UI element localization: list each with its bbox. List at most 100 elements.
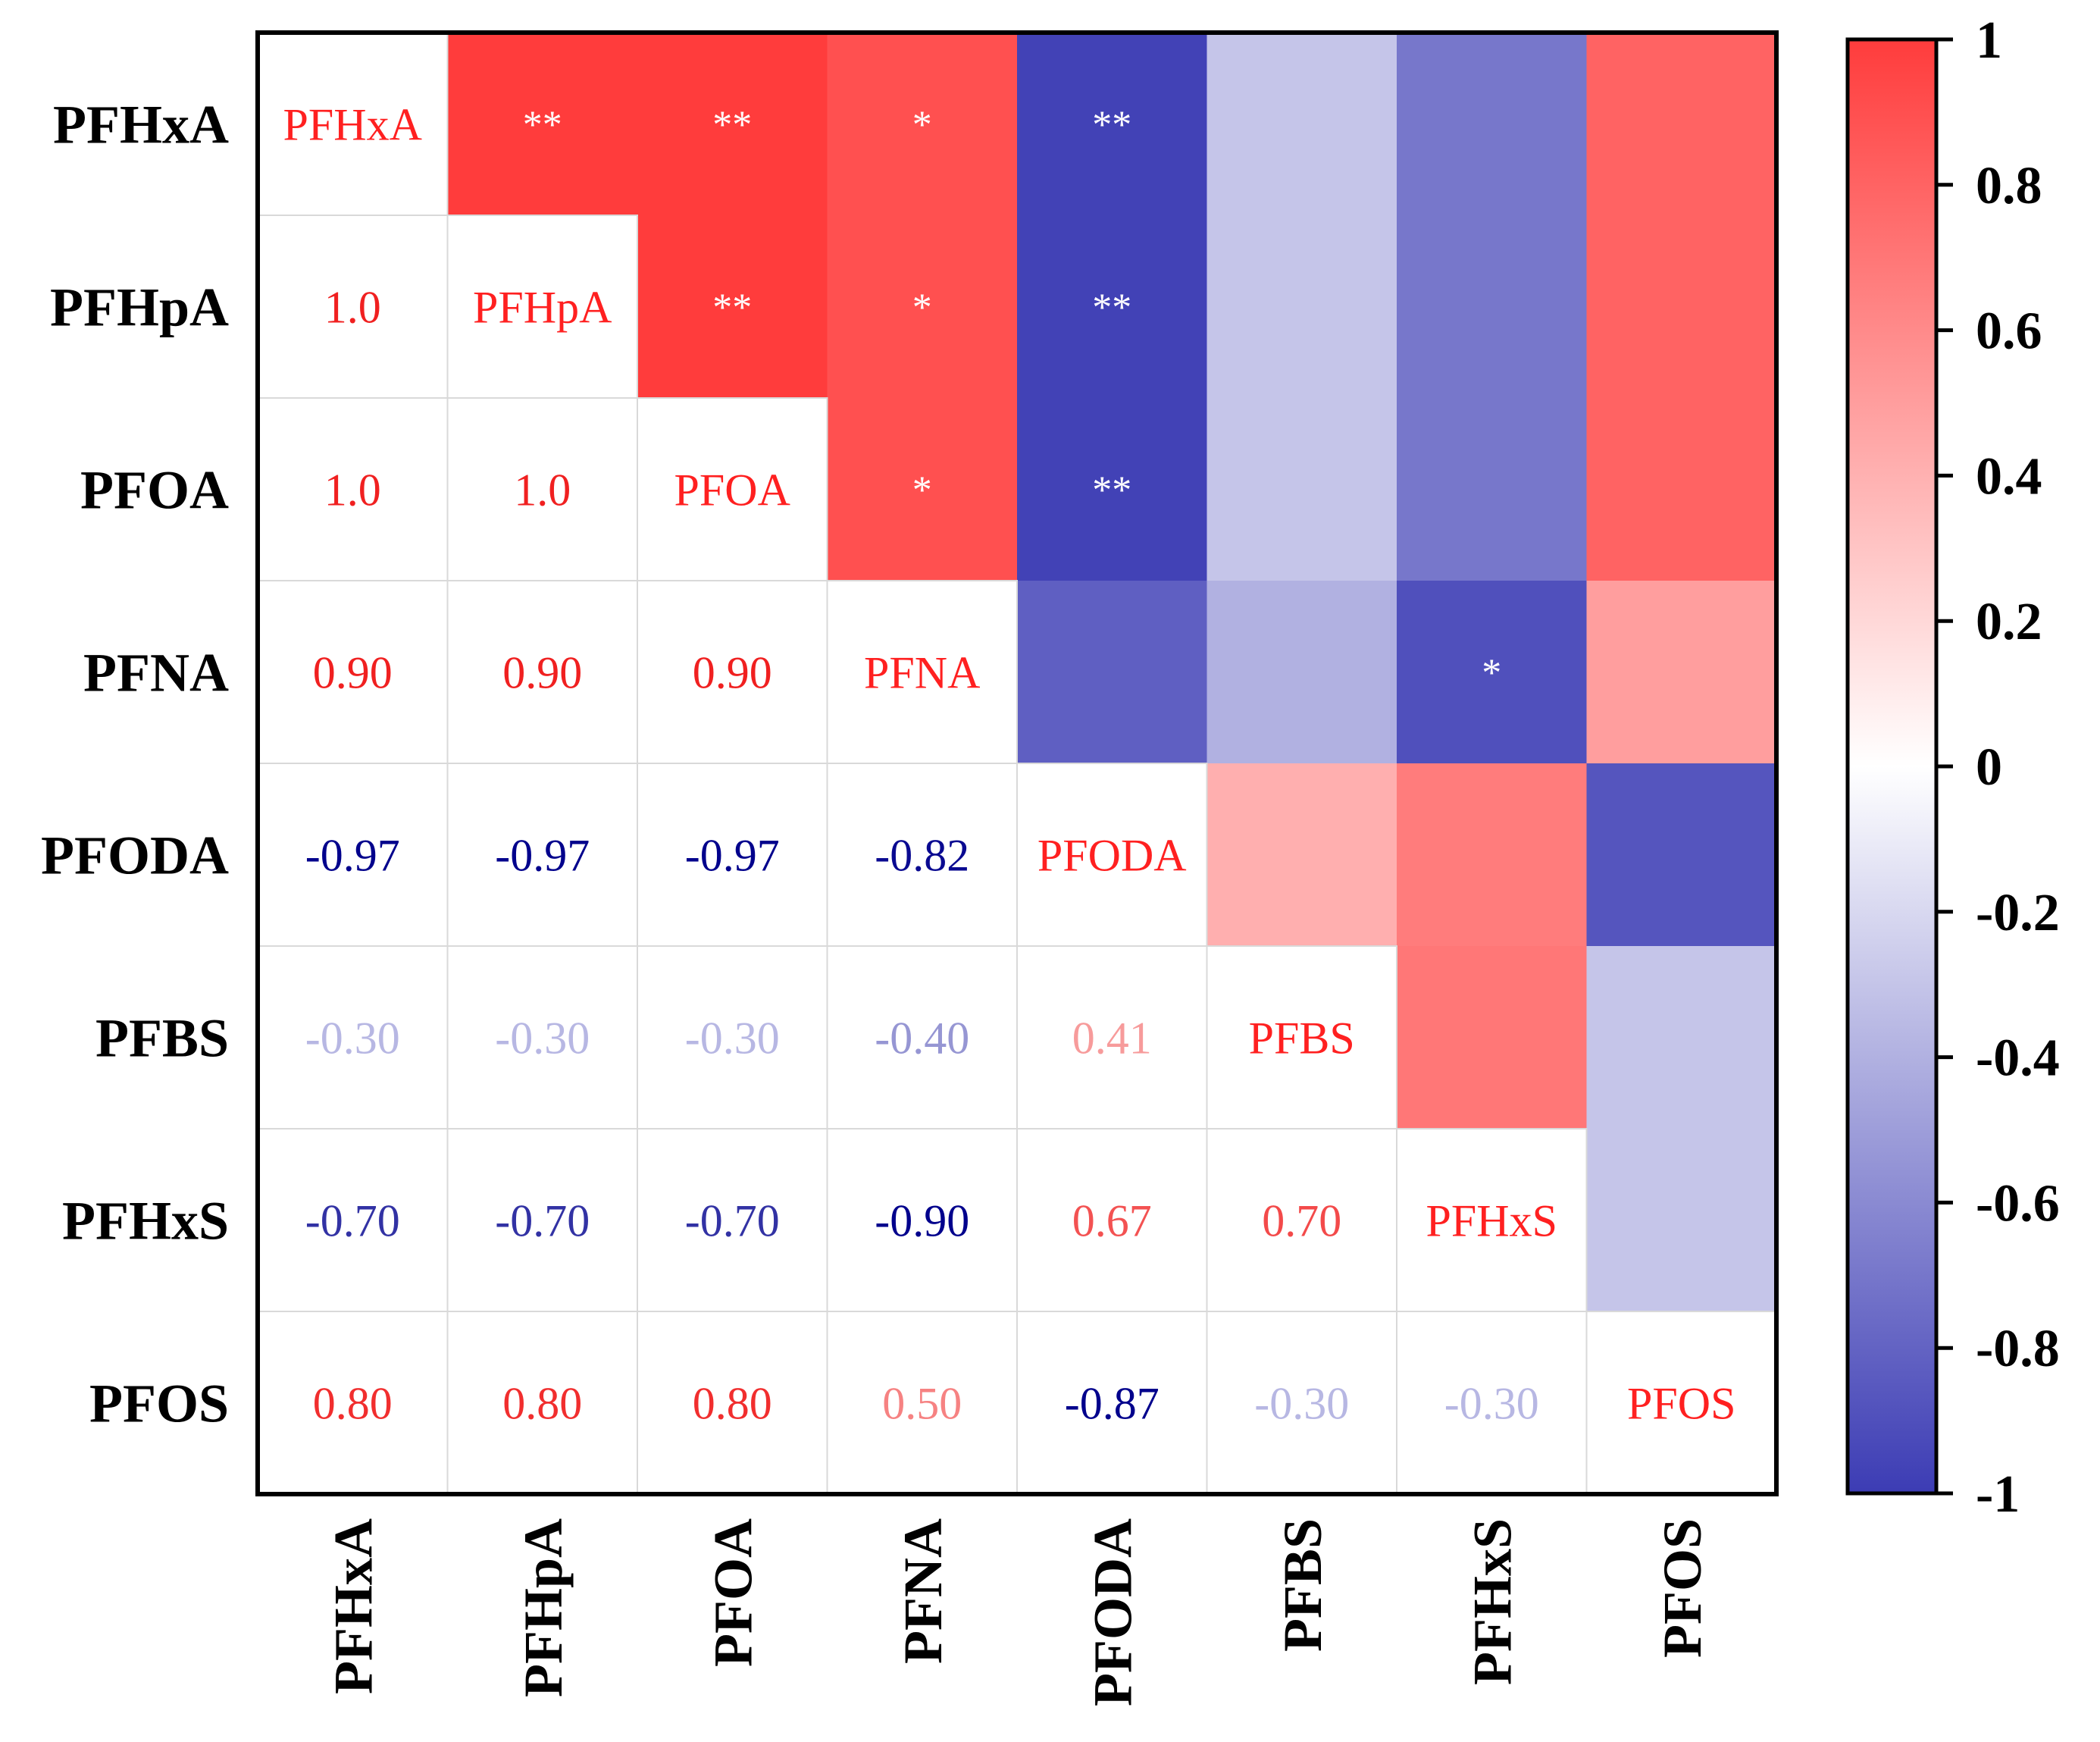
heatmap-cell-PFHpA-PFHxS [1397, 215, 1587, 399]
colorbar-tick-label: -0.6 [1976, 1174, 2060, 1233]
significance-marker: ** [712, 104, 752, 147]
diagonal-label: PFNA [864, 648, 980, 698]
heatmap-grid [257, 32, 1777, 1495]
correlation-value-label: 0.80 [502, 1379, 582, 1429]
row-labels: PFHxA PFHpA PFOA PFNA PFODA PFBS PFHxS PFOS [41, 95, 229, 1434]
significance-marker: * [912, 287, 932, 330]
heatmap-cell-PFODA-PFHxS [1397, 763, 1587, 947]
significance-marker: ** [1092, 287, 1131, 330]
column-label-pfbs: PFBS [1272, 1518, 1333, 1652]
correlation-value-label: 1.0 [324, 465, 381, 515]
significance-marker: ** [1092, 104, 1131, 147]
heatmap-cell-PFOA-PFODA [1017, 398, 1207, 581]
correlation-value-label: 0.67 [1072, 1196, 1152, 1246]
heatmap-cell-PFBS-PFOS [1586, 946, 1777, 1129]
correlation-value-label: 0.90 [693, 648, 772, 698]
column-label-pfhxa: PFHxA [323, 1518, 383, 1694]
correlation-value-label: -0.30 [305, 1014, 400, 1064]
diagonal-label: PFOA [674, 465, 790, 515]
heatmap-cell-labels: PFHxA ** ** * **1.0 PFHpA ** * **1.0 1.0 PFOA * **0.… [283, 100, 1736, 1429]
column-label-pfoa: PFOA [703, 1518, 763, 1667]
correlation-value-label: 0.50 [882, 1379, 962, 1429]
row-label-pfos: PFOS [89, 1374, 229, 1434]
heatmap-cell-PFHxA-PFOS [1586, 33, 1777, 216]
row-label-pfhxs: PFHxS [62, 1191, 229, 1252]
heatmap-cell-PFHxA-PFHxS [1397, 33, 1587, 216]
heatmap-cell-PFHpA-PFODA [1017, 215, 1207, 399]
correlation-value-label: -0.97 [495, 831, 590, 881]
significance-marker: * [912, 104, 932, 147]
colorbar-tick-label: 0 [1976, 738, 2002, 797]
heatmap-cell-PFOA-PFNA [827, 398, 1018, 581]
heatmap-cell-PFHxA-PFOA [637, 33, 828, 216]
heatmap-cell-PFOA-PFOS [1586, 398, 1777, 581]
column-label-pfos: PFOS [1652, 1518, 1713, 1658]
colorbar-tick-label: 0.4 [1976, 447, 2042, 506]
diagonal-label: PFOS [1627, 1379, 1735, 1429]
correlation-value-label: -0.70 [495, 1196, 590, 1246]
heatmap-cell-PFOA-PFBS [1206, 398, 1397, 581]
heatmap-cell-PFHxA-PFNA [827, 33, 1018, 216]
heatmap-cell-PFHxA-PFHpA [447, 33, 638, 216]
correlation-value-label: 0.80 [693, 1379, 772, 1429]
correlation-value-label: -0.30 [1444, 1379, 1539, 1429]
correlation-value-label: -0.70 [305, 1196, 400, 1246]
significance-marker: ** [523, 104, 562, 147]
heatmap-cell-PFHpA-PFNA [827, 215, 1018, 399]
correlation-value-label: 1.0 [324, 283, 381, 333]
heatmap-cell-PFNA-PFHxS [1397, 581, 1587, 764]
heatmap-cell-PFODA-PFBS [1206, 763, 1397, 947]
correlation-value-label: 0.90 [502, 648, 582, 698]
correlation-value-label: -0.90 [875, 1196, 969, 1246]
colorbar-tick-label: 1 [1976, 11, 2002, 70]
correlation-value-label: -0.70 [685, 1196, 780, 1246]
heatmap-cell-PFHpA-PFOA [637, 215, 828, 399]
correlation-value-label: 1.0 [514, 465, 571, 515]
colorbar-ticks: 1 0.8 0.6 0.4 0.2 0 -0.2 -0.4 -0.6 -0.8 -1 [1936, 11, 2060, 1524]
colorbar-tick-label: -1 [1976, 1465, 2020, 1524]
column-label-pfhpa: PFHpA [513, 1518, 574, 1697]
correlation-value-label: -0.30 [495, 1014, 590, 1064]
correlation-value-label: 0.70 [1262, 1196, 1341, 1246]
plot-frame [255, 30, 1779, 1496]
heatmap-cell-PFNA-PFOS [1586, 581, 1777, 764]
heatmap-cell-PFHxA-PFBS [1206, 33, 1397, 216]
correlation-value-label: -0.40 [875, 1014, 969, 1064]
row-label-pfbs: PFBS [95, 1008, 229, 1069]
colorbar-tick-label: -0.8 [1976, 1320, 2060, 1378]
significance-marker: * [1482, 652, 1501, 695]
row-label-pfna: PFNA [83, 643, 229, 703]
colorbar-tick-label: 0.8 [1976, 157, 2042, 215]
diagonal-label: PFHpA [473, 283, 612, 333]
heatmap-cell-PFODA-PFOS [1586, 763, 1777, 947]
colorbar-tick-label: -0.4 [1976, 1029, 2060, 1088]
significance-marker: ** [712, 287, 752, 330]
significance-marker: ** [1092, 469, 1131, 512]
heatmap-cell-PFNA-PFBS [1206, 581, 1397, 764]
column-labels: PFHxA PFHpA PFOA PFNA PFODA PFBS PFHxS PFOS [323, 1518, 1713, 1706]
row-label-pfoa: PFOA [80, 460, 229, 521]
heatmap-cell-PFHpA-PFBS [1206, 215, 1397, 399]
heatmap-cell-PFHpA-PFOS [1586, 215, 1777, 399]
correlation-value-label: 0.80 [313, 1379, 393, 1429]
colorbar-tick-label: -0.2 [1976, 884, 2060, 942]
correlation-value-label: 0.41 [1072, 1014, 1152, 1064]
colorbar-tick-label: 0.2 [1976, 593, 2042, 651]
heatmap-cells [447, 33, 1777, 1312]
colorbar-gradient [1845, 37, 1939, 1496]
heatmap-cell-PFBS-PFHxS [1397, 946, 1587, 1129]
heatmap-cell-PFNA-PFODA [1017, 581, 1207, 764]
correlation-value-label: -0.82 [875, 831, 969, 881]
row-label-pfhxa: PFHxA [53, 95, 229, 155]
diagonal-label: PFBS [1249, 1014, 1355, 1064]
correlation-value-label: -0.30 [1254, 1379, 1349, 1429]
column-label-pfna: PFNA [893, 1518, 953, 1664]
colorbar: 1 0.8 0.6 0.4 0.2 0 -0.2 -0.4 -0.6 -0.8 -1 [1845, 11, 2060, 1524]
diagonal-label: PFHxS [1426, 1196, 1557, 1246]
heatmap-cell-PFHxA-PFODA [1017, 33, 1207, 216]
column-label-pfoda: PFODA [1082, 1518, 1143, 1706]
row-label-pfoda: PFODA [41, 826, 229, 886]
correlation-value-label: -0.30 [685, 1014, 780, 1064]
row-label-pfhpa: PFHpA [50, 277, 229, 338]
